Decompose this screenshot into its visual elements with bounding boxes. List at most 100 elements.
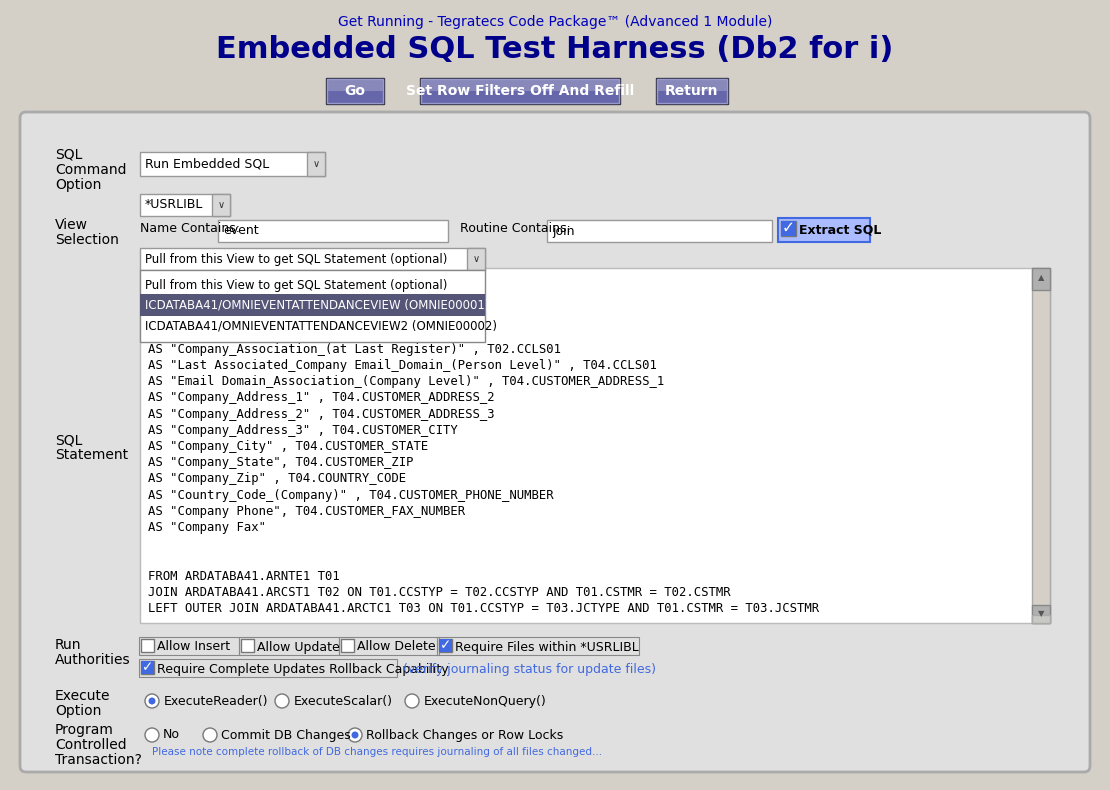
Text: View: View [56,218,88,232]
Text: SQL: SQL [56,433,82,447]
Bar [778,218,870,242]
Text: event: event [223,224,259,238]
Text: DEFAULT_CUSTOMER_NEXT_LEVEL: DEFAULT_CUSTOMER_NEXT_LEVEL [148,310,347,323]
Bar [1032,268,1050,623]
Bar [212,194,230,216]
Circle shape [149,698,155,705]
Text: AS "Company_Zip" , T04.COUNTRY_CODE: AS "Company_Zip" , T04.COUNTRY_CODE [148,472,406,485]
Text: Return: Return [665,84,719,98]
Text: ▼: ▼ [1038,610,1045,619]
Text: No: No [163,728,180,742]
Circle shape [349,728,362,742]
Text: ME_OF_CUSTOMER_CONTACT: ME_OF_CUSTOMER_CONTACT [148,278,311,291]
Text: ExecuteScalar(): ExecuteScalar() [294,694,393,708]
Text: FROM ARDATABA41.ARNTE1 T01: FROM ARDATABA41.ARNTE1 T01 [148,570,340,582]
Text: AS "Company_Association_(at Last Register)" , T02.CCLS01: AS "Company_Association_(at Last Registe… [148,343,561,356]
Bar [239,637,339,655]
Bar [241,639,254,652]
Text: ∨: ∨ [312,159,320,169]
FancyBboxPatch shape [20,112,1090,772]
Text: AS "Email Domain_Association_(Company Level)" , T04.CUSTOMER_ADDRESS_1: AS "Email Domain_Association_(Company Le… [148,375,664,388]
Text: ICDATABA41/OMNIEVENTATTENDANCEVIEW2 (OMNIE00002): ICDATABA41/OMNIEVENTATTENDANCEVIEW2 (OMN… [145,319,497,333]
Text: Controlled: Controlled [56,738,127,752]
Text: Run: Run [56,638,81,652]
Text: SQL: SQL [56,148,82,162]
Text: AS "Company_Address_2" , T04.CUSTOMER_ADDRESS_3: AS "Company_Address_2" , T04.CUSTOMER_AD… [148,408,495,420]
Text: Run Embedded SQL: Run Embedded SQL [145,157,270,171]
Bar [140,294,485,316]
Bar [327,91,383,103]
Text: Pull from this View to get SQL Statement (optional): Pull from this View to get SQL Statement… [145,253,447,265]
Text: Set Row Filters Off And Refill: Set Row Filters Off And Refill [406,84,634,98]
Bar [781,221,796,236]
Text: Get Running - Tegratecs Code Package™ (Advanced 1 Module): Get Running - Tegratecs Code Package™ (A… [337,15,773,29]
Text: egistered_(Person Level)", T04.CUSTOMER_NAME: egistered_(Person Level)", T04.CUSTOMER_… [148,326,473,340]
Text: AS "Company_City" , T04.CUSTOMER_STATE: AS "Company_City" , T04.CUSTOMER_STATE [148,440,428,453]
Text: Rollback Changes or Row Locks: Rollback Changes or Row Locks [366,728,563,742]
Circle shape [352,732,359,739]
Bar [657,79,727,92]
Text: Embedded SQL Test Harness (Db2 for i): Embedded SQL Test Harness (Db2 for i) [216,36,894,65]
Text: AS "Company_Address_1" , T04.CUSTOMER_ADDRESS_2: AS "Company_Address_1" , T04.CUSTOMER_AD… [148,391,495,404]
Bar [438,639,452,652]
Bar [141,661,154,674]
Bar [140,270,485,342]
Text: ▲: ▲ [1038,273,1045,283]
Text: Allow Delete: Allow Delete [357,641,435,653]
Text: ICDATABA41/OMNIEVENTATTENDANCEVIEW (OMNIE00001): ICDATABA41/OMNIEVENTATTENDANCEVIEW (OMNI… [145,299,490,311]
Text: *USRLIBL: *USRLIBL [145,198,203,212]
Bar [140,268,1050,623]
Bar [421,91,619,103]
Text: OUT_FROM_AUTO_CORRESPOND: OUT_FROM_AUTO_CORRESPOND [148,294,325,307]
Text: ✓: ✓ [142,660,153,675]
Text: Authorities: Authorities [56,653,131,667]
Text: Extract SQL: Extract SQL [799,224,881,236]
Bar [421,79,619,92]
Bar [547,220,771,242]
Text: Go: Go [344,84,365,98]
Circle shape [145,728,159,742]
Text: Routine Contains:: Routine Contains: [460,221,571,235]
Text: AS "Company Phone", T04.CUSTOMER_FAX_NUMBER: AS "Company Phone", T04.CUSTOMER_FAX_NUM… [148,505,465,517]
Text: ✓: ✓ [781,221,795,236]
Text: Require Complete Updates Rollback Capability: Require Complete Updates Rollback Capabi… [157,663,448,675]
Text: Commit DB Changes: Commit DB Changes [221,728,351,742]
Bar [140,248,485,270]
Text: ExecuteNonQuery(): ExecuteNonQuery() [424,694,547,708]
Text: Option: Option [56,178,101,192]
Bar [437,637,639,655]
Bar [1032,605,1050,623]
Bar [657,79,727,103]
Bar [657,91,727,103]
Bar [327,79,383,92]
Bar [139,637,239,655]
Text: AS "Company Fax": AS "Company Fax" [148,521,266,534]
Bar [140,194,230,216]
Text: Execute: Execute [56,689,111,703]
Circle shape [405,694,418,708]
Text: Selection: Selection [56,233,119,247]
Bar [141,661,154,674]
Bar [327,79,383,103]
Text: ExecuteReader(): ExecuteReader() [164,694,269,708]
Bar [420,78,620,104]
Text: ∨: ∨ [473,254,480,264]
Text: AS "Company_Address_3" , T04.CUSTOMER_CITY: AS "Company_Address_3" , T04.CUSTOMER_CI… [148,423,457,437]
Bar [1032,268,1050,290]
Text: Option: Option [56,704,101,718]
Bar [326,78,384,104]
Bar [421,79,619,103]
Text: Require Files within *USRLIBL: Require Files within *USRLIBL [455,641,638,653]
Text: Name Contains:: Name Contains: [140,221,240,235]
Text: LEFT OUTER JOIN ARDATABA41.ARCTC1 T03 ON T01.CCSTYP = T03.JCTYPE AND T01.CSTMR =: LEFT OUTER JOIN ARDATABA41.ARCTC1 T03 ON… [148,602,819,615]
Circle shape [203,728,216,742]
Text: Statement: Statement [56,448,128,462]
Bar [656,78,728,104]
Text: AS "Last Associated_Company Email_Domain_(Person Level)" , T04.CCLS01: AS "Last Associated_Company Email_Domain… [148,359,657,372]
Bar [307,152,325,176]
Circle shape [145,694,159,708]
Text: AS "Company_State", T04.CUSTOMER_ZIP: AS "Company_State", T04.CUSTOMER_ZIP [148,456,414,469]
Text: Allow Insert: Allow Insert [157,641,230,653]
Text: Program: Program [56,723,114,737]
Bar [467,248,485,270]
